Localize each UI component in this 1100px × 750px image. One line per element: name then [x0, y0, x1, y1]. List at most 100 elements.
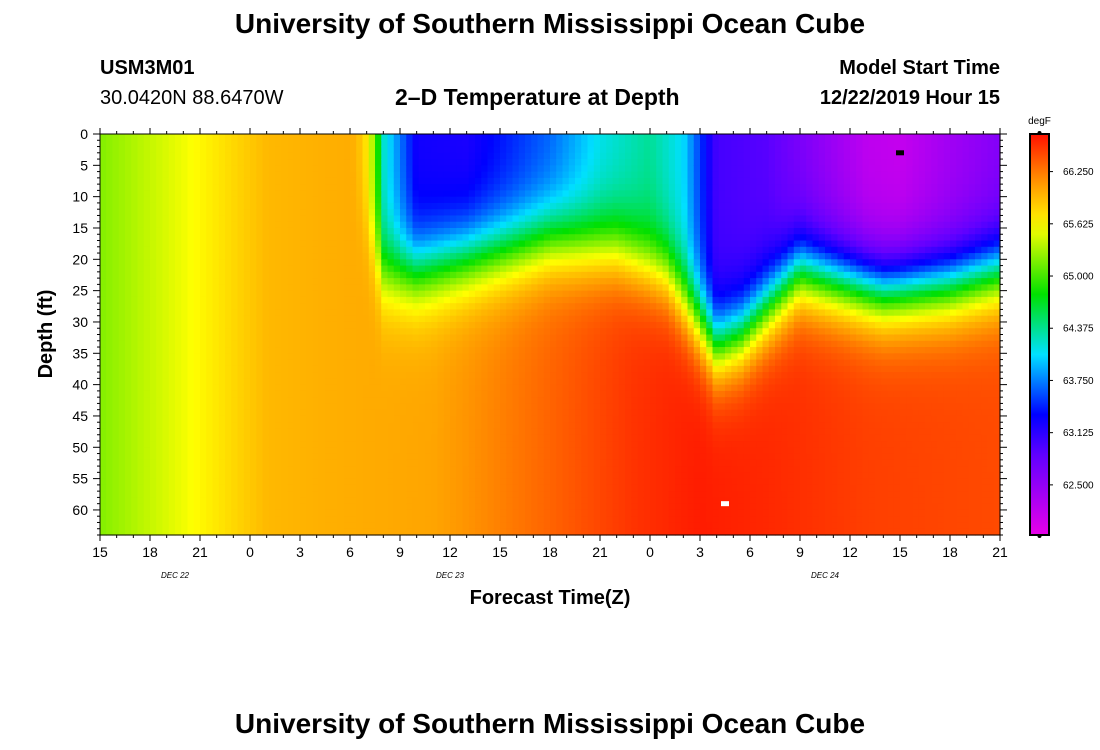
heatmap-cell: [106, 491, 114, 499]
heatmap-cell: [368, 190, 376, 198]
heatmap-cell: [418, 459, 426, 467]
heatmap-cell: [418, 321, 426, 329]
heatmap-cell: [375, 497, 382, 505]
heatmap-cell: [437, 296, 445, 304]
heatmap-cell: [350, 271, 357, 279]
heatmap-cell: [531, 265, 539, 273]
heatmap-cell: [206, 265, 214, 273]
heatmap-cell: [400, 390, 407, 398]
heatmap-cell: [112, 321, 120, 329]
heatmap-cell: [375, 165, 382, 173]
heatmap-cell: [381, 359, 389, 367]
heatmap-cell: [212, 397, 220, 405]
heatmap-cell: [206, 428, 214, 436]
heatmap-cell: [437, 227, 445, 235]
heatmap-cell: [556, 522, 564, 530]
heatmap-cell: [325, 340, 332, 348]
heatmap-cell: [143, 441, 151, 448]
heatmap-cell: [262, 415, 270, 423]
heatmap-cell: [431, 372, 439, 379]
heatmap-cell: [200, 372, 207, 379]
heatmap-cell: [431, 359, 439, 367]
heatmap-cell: [512, 253, 520, 260]
heatmap-cell: [381, 415, 389, 423]
heatmap-cell: [243, 378, 251, 386]
heatmap-cell: [581, 246, 589, 254]
heatmap-cell: [118, 334, 126, 342]
heatmap-cell: [500, 497, 507, 505]
heatmap-cell: [475, 315, 482, 323]
heatmap-cell: [318, 303, 326, 311]
heatmap-cell: [331, 328, 339, 336]
heatmap-cell: [400, 403, 407, 411]
heatmap-cell: [268, 309, 276, 317]
heatmap-cell: [237, 472, 245, 480]
heatmap-cell: [412, 221, 420, 229]
heatmap-cell: [487, 259, 495, 267]
heatmap-cell: [337, 428, 345, 436]
heatmap-cell: [125, 447, 132, 455]
heatmap-cell: [268, 271, 276, 279]
heatmap-cell: [368, 484, 376, 492]
heatmap-cell: [525, 328, 532, 336]
heatmap-cell: [368, 215, 376, 223]
heatmap-cell: [512, 284, 520, 292]
heatmap-cell: [487, 484, 495, 492]
heatmap-cell: [250, 240, 257, 248]
heatmap-cell: [437, 328, 445, 336]
heatmap-cell: [300, 171, 307, 179]
heatmap-cell: [506, 259, 514, 267]
heatmap-cell: [493, 422, 501, 430]
heatmap-cell: [225, 234, 232, 242]
heatmap-cell: [556, 227, 564, 235]
heatmap-cell: [175, 384, 182, 392]
heatmap-cell: [100, 303, 107, 311]
heatmap-cell: [143, 303, 151, 311]
heatmap-cell: [375, 296, 382, 304]
heatmap-cell: [218, 472, 226, 480]
heatmap-cell: [118, 152, 126, 160]
heatmap-cell: [393, 378, 401, 386]
heatmap-cell: [231, 271, 239, 279]
heatmap-cell: [368, 171, 376, 179]
heatmap-cell: [481, 296, 489, 304]
heatmap-cell: [493, 516, 501, 524]
heatmap-cell: [387, 459, 395, 467]
heatmap-cell: [137, 340, 145, 348]
heatmap-cell: [437, 397, 445, 405]
heatmap-cell: [350, 397, 357, 405]
heatmap-cell: [262, 227, 270, 235]
heatmap-cell: [175, 278, 182, 285]
heatmap-cell: [318, 309, 326, 317]
heatmap-cell: [225, 253, 232, 260]
heatmap-cell: [368, 309, 376, 317]
heatmap-cell: [450, 165, 457, 173]
heatmap-cell: [475, 227, 482, 235]
heatmap-cell: [543, 491, 551, 499]
heatmap-cell: [456, 378, 464, 386]
heatmap-cell: [543, 422, 551, 430]
heatmap-cell: [206, 290, 214, 298]
heatmap-cell: [143, 365, 151, 373]
heatmap-cell: [456, 209, 464, 217]
heatmap-cell: [193, 265, 201, 273]
heatmap-cell: [487, 378, 495, 386]
heatmap-cell: [137, 509, 145, 517]
heatmap-cell: [287, 265, 295, 273]
heatmap-cell: [531, 140, 539, 148]
heatmap-cell: [200, 190, 207, 198]
heatmap-cell: [525, 227, 532, 235]
heatmap-cell: [462, 403, 470, 411]
heatmap-cell: [556, 409, 564, 417]
heatmap-cell: [187, 347, 195, 354]
heatmap-cell: [150, 403, 157, 411]
heatmap-cell: [443, 478, 451, 486]
heatmap-cell: [581, 522, 589, 530]
heatmap-cell: [125, 403, 132, 411]
heatmap-cell: [306, 484, 314, 492]
heatmap-cell: [487, 309, 495, 317]
heatmap-cell: [337, 390, 345, 398]
heatmap-cell: [525, 528, 532, 536]
heatmap-cell: [137, 265, 145, 273]
heatmap-cell: [193, 459, 201, 467]
